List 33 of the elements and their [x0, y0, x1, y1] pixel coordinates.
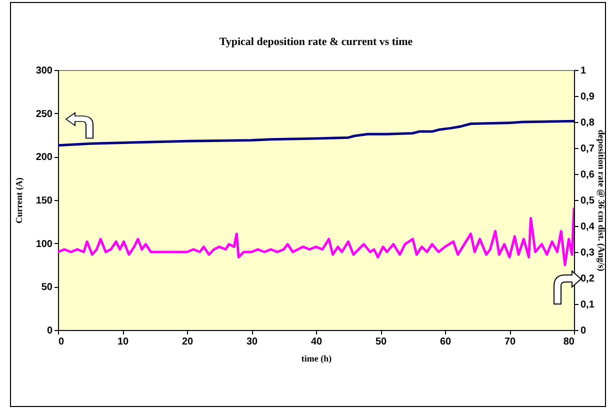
chart-title: Typical deposition rate & current vs time	[219, 36, 413, 48]
y-tick-label: 150	[36, 196, 53, 206]
y-tick-label: 50	[41, 282, 53, 294]
y2-tick-label: 0,8	[580, 118, 595, 128]
y-tick-label: 100	[36, 238, 53, 250]
y2-tick-label: 0,7	[580, 144, 595, 154]
y2-tick-label: 0,4	[580, 222, 595, 232]
line-series	[58, 120, 574, 147]
x-tick-label: 20	[182, 336, 194, 348]
x-tick-label: 50	[375, 336, 387, 348]
y-tick-label: 0	[46, 326, 53, 336]
y-tick-label: 200	[36, 152, 53, 164]
y-tick-label: 300	[36, 66, 53, 76]
y2-tick-label: 0,3	[580, 248, 595, 258]
y2-tick-label: 0,5	[580, 196, 595, 206]
x-tick-label: 70	[504, 336, 516, 348]
y2-axis-title: deposition rate @ 36 cm dist. (Ang/s)	[596, 130, 606, 272]
x-tick-label: 30	[246, 336, 258, 348]
y2-tick-label: 0,6	[580, 170, 595, 180]
y2-tick-label: 0,1	[580, 300, 595, 310]
y-tick-label: 250	[36, 108, 53, 120]
x-axis-title: time (h)	[301, 354, 332, 364]
line-series	[58, 206, 574, 266]
x-tick-label: 40	[310, 336, 322, 348]
y-axis-title: Current (A)	[14, 177, 24, 224]
x-tick-label: 10	[117, 336, 129, 348]
y2-tick-label: 1	[580, 66, 586, 76]
y2-tick-label: 0	[580, 326, 586, 336]
x-tick-label: 60	[440, 336, 452, 348]
y2-tick-label: 0,2	[580, 274, 595, 284]
y2-tick-label: 0,9	[580, 92, 595, 102]
x-tick-label: 0	[58, 336, 64, 348]
x-tick-label: 80	[563, 336, 575, 348]
